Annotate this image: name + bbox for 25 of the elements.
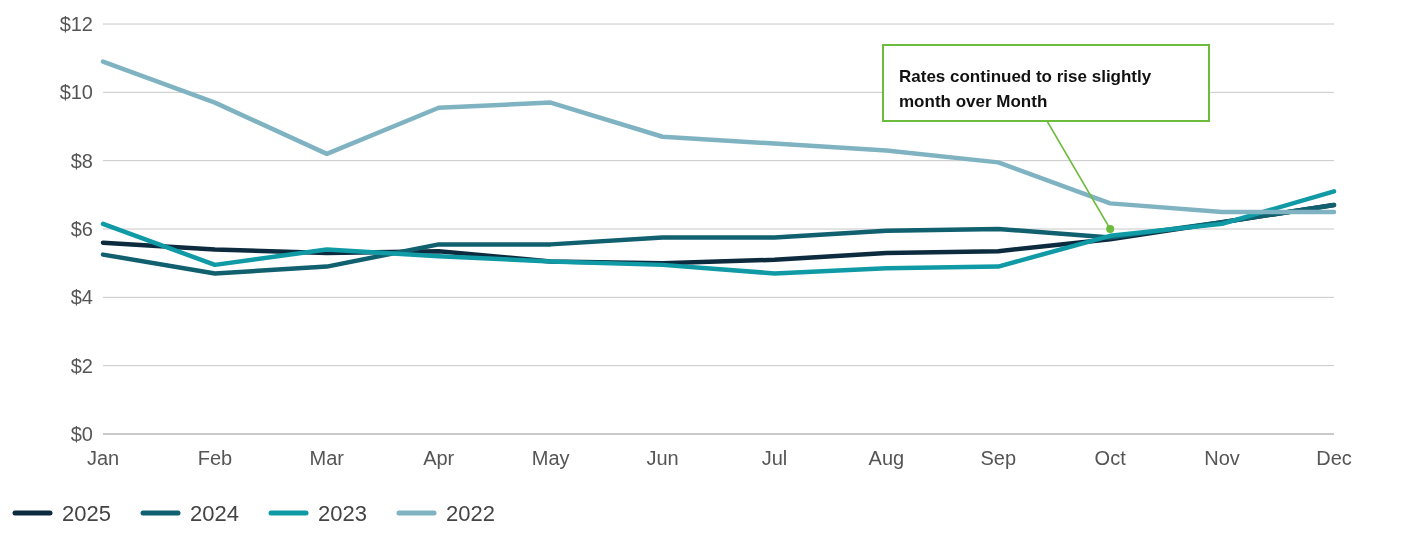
y-tick-label: $4 <box>70 286 93 309</box>
line-series <box>100 59 1337 215</box>
legend-label: 2022 <box>446 500 495 526</box>
x-tick-label: Nov <box>1204 447 1240 469</box>
legend-label: 2023 <box>318 500 367 526</box>
y-tick-label: $10 <box>59 81 93 104</box>
x-tick-label: May <box>531 447 570 469</box>
x-tick-label: Sep <box>980 447 1017 469</box>
y-tick-label: $0 <box>70 423 93 445</box>
legend-label: 2025 <box>62 500 111 526</box>
x-tick-label: Apr <box>423 447 455 469</box>
annotation: Rates continued to rise slightly month over Month <box>899 67 1152 111</box>
x-tick-label: Oct <box>1094 447 1127 469</box>
x-tick-label: Mar <box>309 447 345 469</box>
legend-label: 2024 <box>190 500 239 526</box>
x-tick-label: Aug <box>868 447 905 469</box>
x-tick-label: Jul <box>761 447 788 469</box>
y-tick-label: $2 <box>70 354 93 377</box>
y-tick-label: $6 <box>70 218 93 240</box>
y-tick-label: $8 <box>70 149 93 172</box>
x-tick-label: Dec <box>1316 447 1352 469</box>
x-tick-label: Feb <box>197 447 233 469</box>
x-tick-label: Jan <box>86 447 120 469</box>
y-tick-label: $12 <box>59 13 93 35</box>
x-tick-label: Jun <box>646 447 679 469</box>
